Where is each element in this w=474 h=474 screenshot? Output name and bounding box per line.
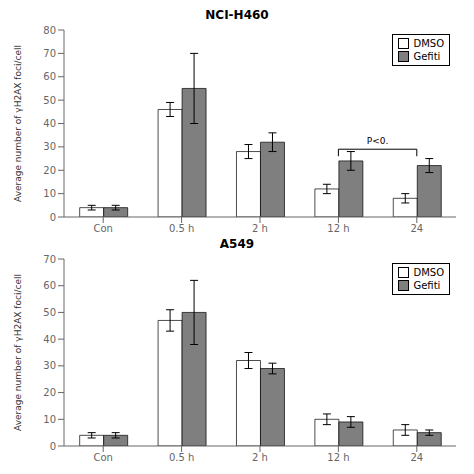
html-text:Gefiti: Gefiti <box>413 280 441 291</box>
svg-text:24: 24 <box>410 223 423 234</box>
svg-text:2 h: 2 h <box>252 223 268 234</box>
svg-text:Average number of γH2AX foci/c: Average number of γH2AX foci/cell <box>13 45 23 202</box>
svg-text:80: 80 <box>43 25 56 36</box>
html-text:DMSO: DMSO <box>413 38 444 49</box>
svg-text:20: 20 <box>43 387 56 398</box>
svg-text:50: 50 <box>43 307 56 318</box>
svg-text:0: 0 <box>50 441 56 452</box>
svg-text:50: 50 <box>43 95 56 106</box>
svg-text:40: 40 <box>43 118 56 129</box>
html-text:Gefiti: Gefiti <box>413 51 441 62</box>
svg-text:0: 0 <box>50 212 56 223</box>
svg-text:30: 30 <box>43 360 56 371</box>
html-text:NCI-H460: NCI-H460 <box>205 8 269 22</box>
html-text:DMSO: DMSO <box>413 267 444 278</box>
svg-text:10: 10 <box>43 414 56 425</box>
svg-text:P<0.: P<0. <box>367 136 389 146</box>
svg-text:30: 30 <box>43 141 56 152</box>
svg-text:10: 10 <box>43 188 56 199</box>
svg-text:20: 20 <box>43 165 56 176</box>
svg-text:24: 24 <box>410 452 423 463</box>
svg-text:70: 70 <box>43 254 56 265</box>
svg-text:12 h: 12 h <box>327 223 349 234</box>
svg-text:2 h: 2 h <box>252 452 268 463</box>
svg-text:0.5 h: 0.5 h <box>169 452 194 463</box>
svg-text:40: 40 <box>43 334 56 345</box>
svg-text:Average number of γH2AX foci/c: Average number of γH2AX foci/cell <box>13 274 23 431</box>
svg-text:60: 60 <box>43 280 56 291</box>
svg-text:Con: Con <box>93 223 112 234</box>
html-text:A549: A549 <box>219 237 255 251</box>
svg-text:70: 70 <box>43 48 56 59</box>
svg-text:60: 60 <box>43 71 56 82</box>
svg-text:Con: Con <box>93 452 112 463</box>
svg-text:0.5 h: 0.5 h <box>169 223 194 234</box>
svg-text:12 h: 12 h <box>327 452 349 463</box>
